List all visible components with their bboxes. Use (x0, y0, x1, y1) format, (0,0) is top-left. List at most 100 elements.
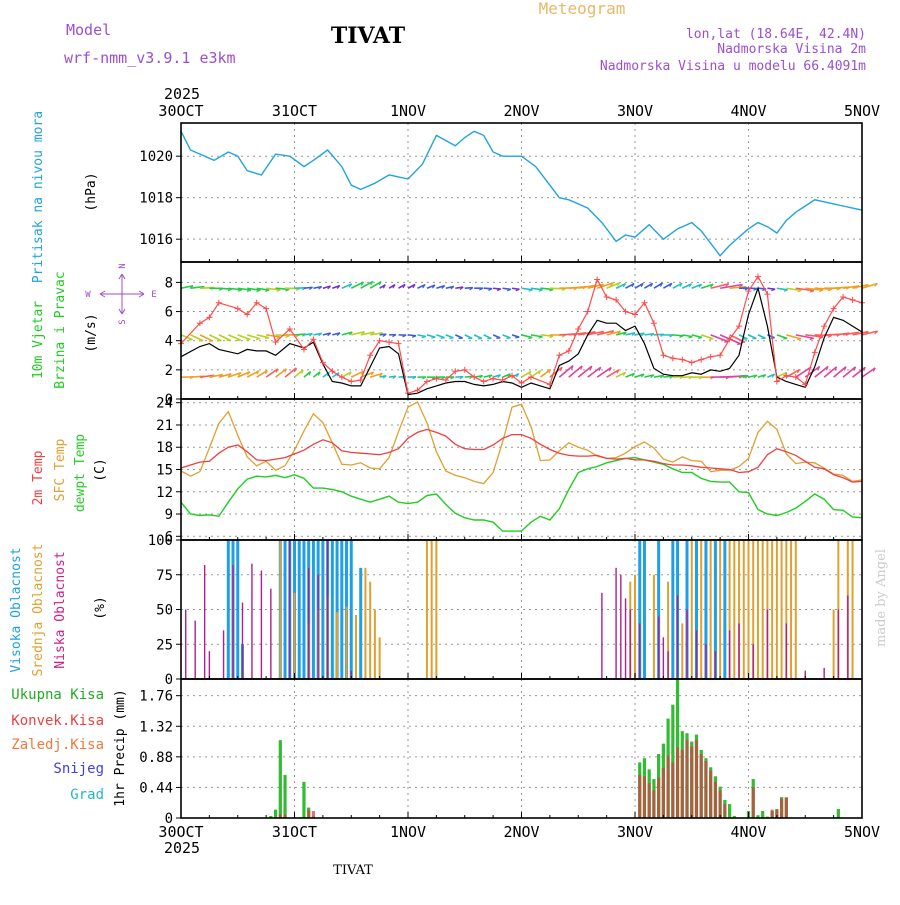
mid-cloud-bar (833, 610, 835, 680)
mid-cloud-bar (435, 540, 437, 679)
total-precip-bar (283, 775, 286, 818)
bottom-time-tick-label: 3NOV (617, 823, 653, 841)
high-cloud-bar (298, 540, 301, 679)
high-cloud-bar (340, 540, 343, 679)
mid-cloud-bar (374, 610, 376, 680)
wind-arrow-head (783, 338, 787, 339)
y-tick-label: 24 (156, 396, 173, 412)
high-cloud-bar (312, 540, 315, 679)
bottom-time-tick-label: 31OCT (272, 823, 317, 841)
low-cloud-bar (667, 651, 668, 679)
mid-cloud-bar (757, 540, 759, 679)
low-cloud-bar (327, 540, 328, 679)
mid-cloud-bar (294, 593, 296, 679)
low-cloud-bar (615, 568, 616, 679)
svg-text:N: N (118, 263, 128, 268)
y-tick-label: 4 (165, 334, 173, 350)
conv-precip-bar (752, 787, 755, 818)
conv-precip-bar (643, 776, 646, 818)
total-precip-bar (837, 809, 840, 818)
high-cloud-bar (302, 540, 305, 679)
temp-label-1: 2m Temp (31, 450, 46, 505)
y-tick-label: 15 (156, 463, 173, 479)
y-tick-label: 6 (165, 305, 173, 321)
conv-precip-bar (723, 804, 726, 818)
mid-cloud-bar (795, 540, 797, 679)
low-cloud-bar (185, 610, 186, 680)
low-cloud-bar (823, 668, 824, 679)
low-cloud-bar (261, 571, 262, 679)
mid-cloud-bar (355, 615, 357, 679)
wind-arrow-head (515, 337, 519, 338)
mid-cloud-bar (748, 540, 750, 679)
lonlat-text: lon,lat (18.64E, 42.4N) (686, 27, 866, 42)
low-cloud-bar (639, 623, 640, 679)
cloud-label-3: Niska Oblacnost (53, 551, 68, 668)
y-tick-label: 0 (165, 672, 173, 688)
conv-precip-bar (709, 771, 712, 818)
temp-unit: (C) (93, 458, 108, 481)
footer-station: TIVAT (333, 863, 373, 878)
low-cloud-bar (696, 630, 697, 679)
wind-arrow-head (441, 338, 445, 339)
mid-cloud-bar (743, 540, 745, 679)
low-cloud-bar (223, 630, 224, 679)
mid-cloud-bar (681, 623, 683, 679)
y-tick-label: 0.44 (139, 780, 173, 796)
low-cloud-bar (847, 596, 848, 679)
mid-cloud-bar (336, 612, 338, 679)
y-tick-label: 9 (165, 507, 173, 523)
mid-cloud-bar (426, 540, 428, 679)
top-time-tick-label: 3NOV (617, 102, 653, 120)
high-cloud-bar (671, 540, 674, 679)
mid-cloud-bar (279, 540, 281, 679)
conv-precip-bar (638, 775, 641, 818)
svg-text:E: E (151, 290, 156, 300)
mid-cloud-bar (369, 582, 371, 679)
model-name: wrf-nmm_v3.9.1 e3km (64, 49, 236, 67)
top-time-tick-label: 4NOV (730, 102, 766, 120)
y-tick-label: 18 (156, 440, 173, 456)
y-tick-label: 1020 (139, 149, 173, 165)
low-cloud-bar (686, 610, 687, 680)
high-cloud-bar (359, 568, 362, 679)
y-tick-label: 1016 (139, 232, 173, 248)
low-cloud-bar (658, 616, 659, 679)
low-cloud-bar (838, 610, 839, 680)
y-tick-label: 8 (165, 275, 173, 291)
mid-cloud-bar (431, 540, 433, 679)
total-precip-bar (728, 804, 731, 818)
top-time-tick-label: 5NOV (844, 102, 880, 120)
low-cloud-bar (677, 596, 678, 679)
top-time-tick-label: 1NOV (390, 102, 426, 120)
y-tick-label: 1018 (139, 191, 173, 207)
low-cloud-bar (663, 637, 664, 679)
conv-precip-bar (685, 740, 688, 818)
conv-precip-bar (704, 761, 707, 818)
top-time-tick-label: 30OCT (158, 102, 203, 120)
wind-unit: (m/s) (84, 313, 99, 352)
conv-precip-bar (652, 790, 655, 818)
low-cloud-bar (786, 623, 787, 679)
low-cloud-bar (308, 568, 309, 679)
conv-precip-bar (667, 755, 670, 818)
y-tick-label: 100 (148, 533, 173, 549)
station-title: TIVAT (331, 23, 406, 49)
low-cloud-bar (753, 644, 754, 679)
mid-cloud-bar (719, 540, 721, 679)
mid-cloud-bar (790, 540, 792, 679)
low-cloud-bar (738, 623, 739, 679)
high-cloud-bar (643, 540, 646, 679)
wind-arrow-head (256, 339, 260, 340)
conv-precip-bar (785, 797, 788, 818)
temp-label-3: dewpt Temp (73, 434, 88, 512)
top-year: 2025 (164, 85, 200, 103)
conv-precip-bar (719, 790, 722, 818)
low-cloud-bar (620, 575, 621, 679)
conv-precip-bar (690, 746, 693, 818)
y-tick-label: 25 (156, 637, 173, 653)
precip-unit: 1hr Precip (mm) (113, 689, 128, 806)
conv-precip-bar (671, 762, 674, 818)
conv-precip-bar (312, 811, 315, 818)
